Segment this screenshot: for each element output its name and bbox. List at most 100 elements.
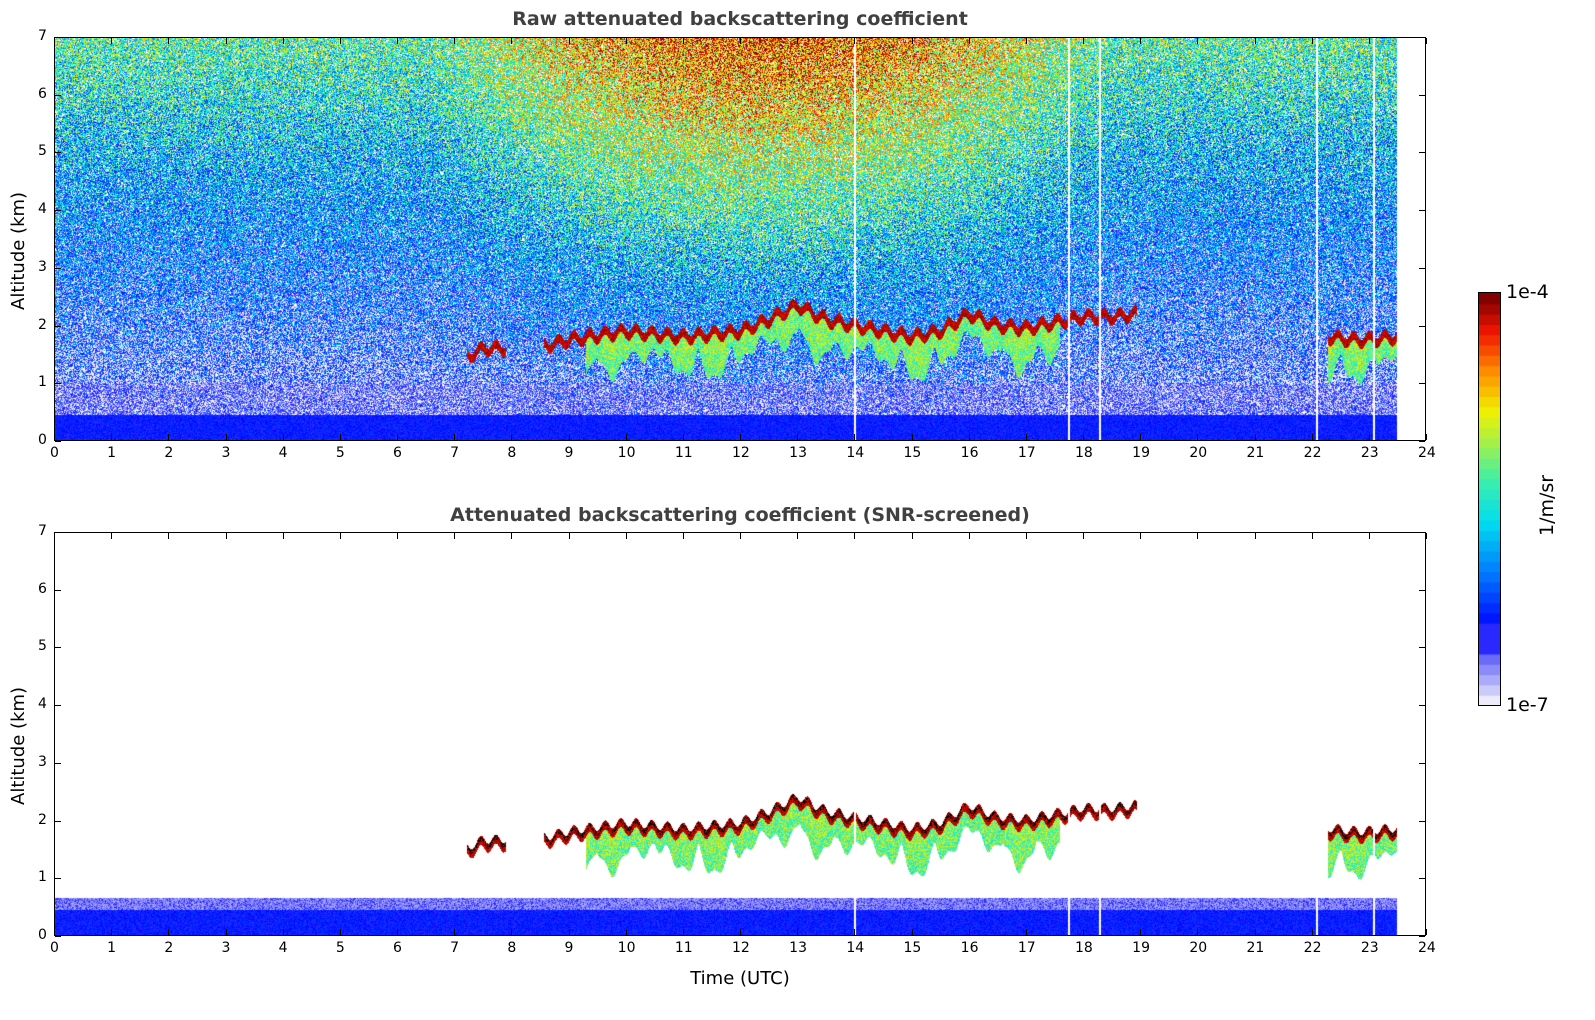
x-tick-mark bbox=[797, 38, 799, 44]
x-tick-label: 9 bbox=[564, 445, 574, 461]
x-tick-mark bbox=[282, 38, 284, 44]
x-tick-label: 23 bbox=[1360, 940, 1379, 956]
x-tick-mark bbox=[1197, 929, 1199, 935]
x-tick-label: 13 bbox=[789, 445, 807, 461]
x-tick-mark bbox=[111, 533, 113, 539]
x-tick-label: 13 bbox=[789, 940, 807, 956]
x-tick-mark bbox=[1025, 929, 1027, 935]
y-tick-mark bbox=[1419, 37, 1425, 38]
x-tick-mark bbox=[968, 434, 970, 440]
y-tick-label: 6 bbox=[38, 85, 47, 102]
x-tick-mark bbox=[54, 533, 55, 539]
x-tick-mark bbox=[1197, 38, 1199, 44]
top-plot-area bbox=[54, 37, 1426, 441]
x-tick-mark bbox=[1254, 533, 1256, 539]
x-tick-mark bbox=[568, 434, 570, 440]
y-tick-label: 7 bbox=[38, 523, 47, 539]
x-tick-mark bbox=[339, 38, 341, 44]
x-tick-label: 5 bbox=[335, 940, 345, 956]
x-tick-mark bbox=[282, 533, 284, 539]
x-tick-mark bbox=[225, 434, 227, 440]
x-tick-mark bbox=[1083, 38, 1084, 44]
x-tick-mark bbox=[1311, 929, 1313, 935]
x-tick-mark bbox=[168, 38, 170, 44]
x-tick-mark bbox=[1254, 38, 1256, 44]
x-tick-mark bbox=[1254, 929, 1256, 935]
x-tick-mark bbox=[1197, 533, 1199, 539]
x-tick-label: 12 bbox=[732, 940, 750, 956]
x-tick-mark bbox=[854, 434, 856, 440]
x-tick-mark bbox=[911, 929, 913, 935]
y-tick-mark bbox=[1419, 441, 1425, 442]
x-tick-mark bbox=[854, 929, 856, 935]
x-tick-mark bbox=[854, 38, 856, 44]
x-tick-label: 19 bbox=[1132, 445, 1150, 461]
y-tick-mark bbox=[55, 94, 61, 96]
y-tick-mark bbox=[1419, 94, 1425, 96]
screened-backscatter-heatmap bbox=[55, 533, 1425, 935]
x-tick-label: 11 bbox=[674, 445, 693, 461]
x-tick-mark bbox=[511, 533, 513, 539]
x-tick-mark bbox=[397, 434, 398, 440]
y-tick-mark bbox=[55, 441, 61, 442]
x-tick-mark bbox=[1025, 38, 1027, 44]
x-tick-mark bbox=[911, 38, 913, 44]
x-tick-mark bbox=[682, 533, 684, 539]
x-tick-label: 24 bbox=[1418, 445, 1436, 461]
x-tick-mark bbox=[1083, 533, 1084, 539]
y-tick-mark bbox=[55, 762, 61, 764]
x-tick-label: 3 bbox=[221, 940, 231, 956]
x-tick-label: 22 bbox=[1303, 940, 1322, 956]
y-tick-label: 6 bbox=[38, 580, 47, 597]
x-tick-label: 9 bbox=[564, 940, 574, 956]
x-tick-mark bbox=[1140, 929, 1142, 935]
x-tick-mark bbox=[225, 533, 227, 539]
x-tick-label: 15 bbox=[903, 940, 922, 956]
y-tick-label: 1 bbox=[38, 374, 47, 391]
x-tick-mark bbox=[1426, 38, 1427, 44]
x-tick-label: 2 bbox=[164, 445, 174, 461]
x-tick-mark bbox=[1368, 434, 1370, 440]
y-tick-mark bbox=[55, 647, 61, 649]
y-tick-label: 7 bbox=[38, 28, 47, 44]
y-tick-mark bbox=[55, 210, 61, 212]
x-tick-mark bbox=[282, 929, 284, 935]
x-tick-mark bbox=[1140, 434, 1142, 440]
x-tick-mark bbox=[797, 929, 799, 935]
raw-backscatter-heatmap bbox=[55, 38, 1425, 440]
x-tick-mark bbox=[397, 929, 398, 935]
colorbar-max-label: 1e-4 bbox=[1506, 281, 1549, 303]
y-tick-mark bbox=[55, 37, 61, 38]
y-tick-mark bbox=[55, 878, 61, 880]
x-tick-label: 7 bbox=[450, 445, 460, 461]
x-tick-mark bbox=[1311, 434, 1313, 440]
y-tick-label: 5 bbox=[38, 143, 47, 160]
x-tick-label: 8 bbox=[507, 940, 517, 956]
x-tick-label: 22 bbox=[1303, 445, 1322, 461]
x-tick-label: 14 bbox=[846, 445, 865, 461]
x-tick-label: 24 bbox=[1418, 940, 1436, 956]
x-tick-label: 21 bbox=[1246, 940, 1265, 956]
x-tick-mark bbox=[225, 929, 227, 935]
x-tick-mark bbox=[1025, 434, 1027, 440]
x-axis-label: Time (UTC) bbox=[690, 968, 790, 989]
x-tick-mark bbox=[740, 434, 741, 440]
y-tick-label: 5 bbox=[38, 638, 47, 655]
x-tick-label: 7 bbox=[450, 940, 460, 956]
x-tick-mark bbox=[111, 38, 113, 44]
y-tick-label: 1 bbox=[38, 869, 47, 886]
x-tick-label: 17 bbox=[1017, 445, 1036, 461]
x-tick-mark bbox=[568, 533, 570, 539]
y-tick-mark bbox=[1419, 820, 1425, 822]
y-tick-mark bbox=[1419, 210, 1425, 212]
x-tick-mark bbox=[1426, 434, 1427, 440]
x-tick-label: 12 bbox=[732, 445, 750, 461]
x-tick-mark bbox=[339, 533, 341, 539]
x-tick-mark bbox=[454, 929, 456, 935]
x-tick-label: 19 bbox=[1132, 940, 1150, 956]
y-tick-mark bbox=[1419, 325, 1425, 327]
y-tick-mark bbox=[1419, 647, 1425, 649]
colorbar-min-label: 1e-7 bbox=[1506, 694, 1549, 716]
y-tick-label: 3 bbox=[38, 258, 47, 275]
colorbar bbox=[1478, 292, 1501, 706]
